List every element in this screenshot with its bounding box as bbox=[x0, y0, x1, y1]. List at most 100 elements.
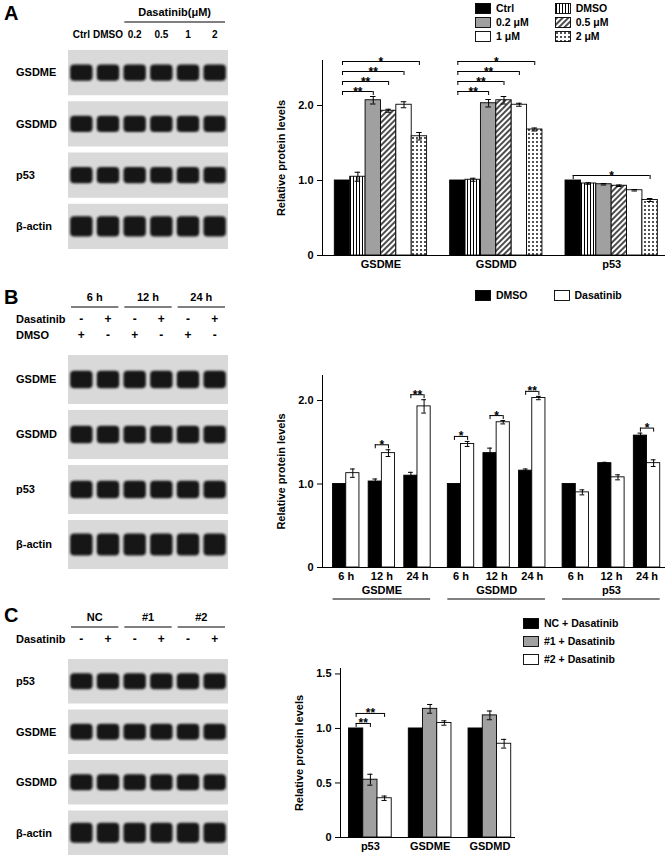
svg-text:+: + bbox=[184, 328, 191, 342]
html-text:0.5 μM: 0.5 μM bbox=[575, 16, 609, 28]
svg-text:GSDME: GSDME bbox=[16, 373, 56, 385]
svg-text:24 h: 24 h bbox=[190, 291, 212, 303]
svg-text:-: - bbox=[133, 312, 137, 326]
svg-text:*: * bbox=[380, 438, 385, 452]
svg-text:p53: p53 bbox=[16, 169, 35, 181]
svg-text:GSDMD: GSDMD bbox=[16, 118, 57, 130]
svg-text:6 h: 6 h bbox=[87, 291, 103, 303]
svg-text:0.2: 0.2 bbox=[128, 29, 142, 40]
svg-text:GSDMD: GSDMD bbox=[476, 584, 517, 596]
svg-text:*: * bbox=[494, 55, 499, 69]
html-text:C: C bbox=[4, 604, 19, 626]
svg-text:-: - bbox=[79, 312, 83, 326]
svg-text:2.0: 2.0 bbox=[298, 99, 313, 111]
svg-text:6 h: 6 h bbox=[453, 570, 469, 582]
svg-text:Dasatinib: Dasatinib bbox=[16, 313, 66, 325]
svg-text:0.5: 0.5 bbox=[316, 777, 331, 789]
svg-text:-: - bbox=[186, 632, 190, 646]
svg-text:p53: p53 bbox=[361, 840, 380, 852]
svg-text:*: * bbox=[645, 421, 650, 435]
svg-text:+: + bbox=[211, 312, 218, 326]
svg-text:GSDMD: GSDMD bbox=[476, 258, 517, 270]
svg-text:+: + bbox=[211, 632, 218, 646]
html-text:B: B bbox=[4, 286, 19, 308]
svg-text:β-actin: β-actin bbox=[16, 220, 52, 232]
svg-text:*: * bbox=[609, 169, 614, 183]
svg-text:12 h: 12 h bbox=[600, 570, 622, 582]
svg-text:GSDME: GSDME bbox=[16, 726, 56, 738]
svg-text:-: - bbox=[186, 312, 190, 326]
svg-text:6 h: 6 h bbox=[568, 570, 584, 582]
svg-text:p53: p53 bbox=[16, 483, 35, 495]
svg-text:+: + bbox=[78, 328, 85, 342]
html-text:Ctrl: Ctrl bbox=[496, 2, 515, 14]
svg-text:β-actin: β-actin bbox=[16, 827, 52, 839]
svg-text:24 h: 24 h bbox=[521, 570, 543, 582]
svg-text:-: - bbox=[79, 632, 83, 646]
svg-text:**: ** bbox=[413, 388, 423, 402]
svg-text:GSDME: GSDME bbox=[362, 584, 402, 596]
svg-text:p53: p53 bbox=[602, 258, 621, 270]
svg-text:Relative protein levels: Relative protein levels bbox=[275, 413, 287, 529]
svg-text:β-actin: β-actin bbox=[16, 538, 52, 550]
svg-text:-: - bbox=[106, 328, 110, 342]
svg-text:*: * bbox=[459, 429, 464, 443]
html-text:DMSO: DMSO bbox=[575, 2, 608, 14]
svg-text:1.0: 1.0 bbox=[298, 478, 313, 490]
svg-text:12 h: 12 h bbox=[371, 570, 393, 582]
svg-text:#2: #2 bbox=[195, 611, 207, 623]
svg-text:GSDMD: GSDMD bbox=[16, 428, 57, 440]
svg-text:1: 1 bbox=[185, 29, 191, 40]
svg-text:24 h: 24 h bbox=[636, 570, 658, 582]
svg-text:NC: NC bbox=[87, 611, 103, 623]
html-text:1 μM: 1 μM bbox=[496, 30, 520, 42]
svg-text:-: - bbox=[159, 328, 163, 342]
svg-text:12 h: 12 h bbox=[486, 570, 508, 582]
svg-text:+: + bbox=[158, 632, 165, 646]
svg-text:-: - bbox=[213, 328, 217, 342]
svg-text:GSDME: GSDME bbox=[410, 840, 450, 852]
svg-text:0: 0 bbox=[307, 249, 313, 261]
svg-text:1.0: 1.0 bbox=[316, 722, 331, 734]
svg-text:p53: p53 bbox=[16, 675, 35, 687]
svg-text:GSDMD: GSDMD bbox=[469, 840, 510, 852]
svg-text:+: + bbox=[131, 328, 138, 342]
svg-text:*: * bbox=[494, 409, 499, 423]
svg-text:#1: #1 bbox=[142, 611, 154, 623]
svg-text:Ctrl: Ctrl bbox=[73, 29, 90, 40]
svg-text:Dasatinib: Dasatinib bbox=[16, 633, 66, 645]
svg-text:0.5: 0.5 bbox=[154, 29, 168, 40]
html-text:2 μM: 2 μM bbox=[575, 30, 600, 42]
svg-text:DMSO: DMSO bbox=[93, 29, 123, 40]
svg-text:1.0: 1.0 bbox=[298, 174, 313, 186]
svg-text:+: + bbox=[158, 312, 165, 326]
svg-text:-: - bbox=[133, 632, 137, 646]
svg-text:**: ** bbox=[484, 65, 494, 79]
svg-text:2: 2 bbox=[212, 29, 218, 40]
html-text:0.2 μM: 0.2 μM bbox=[496, 16, 529, 28]
svg-text:*: * bbox=[379, 55, 384, 69]
svg-text:+: + bbox=[104, 632, 111, 646]
svg-text:GSDME: GSDME bbox=[16, 66, 56, 78]
svg-text:24 h: 24 h bbox=[406, 570, 428, 582]
svg-text:**: ** bbox=[366, 706, 376, 720]
svg-text:1.5: 1.5 bbox=[316, 667, 331, 679]
svg-text:2.0: 2.0 bbox=[298, 394, 313, 406]
svg-text:+: + bbox=[104, 312, 111, 326]
html-text:A: A bbox=[4, 2, 19, 24]
svg-text:p53: p53 bbox=[602, 584, 621, 596]
svg-text:Relative protein levels: Relative protein levels bbox=[275, 100, 287, 216]
svg-text:Relative protein levels: Relative protein levels bbox=[293, 695, 305, 811]
svg-text:12 h: 12 h bbox=[137, 291, 159, 303]
svg-text:0: 0 bbox=[307, 561, 313, 573]
svg-text:6 h: 6 h bbox=[338, 570, 354, 582]
svg-text:DMSO: DMSO bbox=[16, 329, 49, 341]
html-text:DMSO: DMSO bbox=[496, 289, 528, 301]
svg-text:GSDME: GSDME bbox=[361, 258, 401, 270]
svg-text:Dasatinib(μM): Dasatinib(μM) bbox=[138, 6, 211, 18]
svg-text:GSDMD: GSDMD bbox=[16, 776, 57, 788]
svg-text:**: ** bbox=[528, 384, 538, 398]
html-text:Dasatinib: Dasatinib bbox=[574, 289, 622, 301]
svg-text:0: 0 bbox=[325, 831, 331, 843]
svg-text:**: ** bbox=[369, 65, 379, 79]
